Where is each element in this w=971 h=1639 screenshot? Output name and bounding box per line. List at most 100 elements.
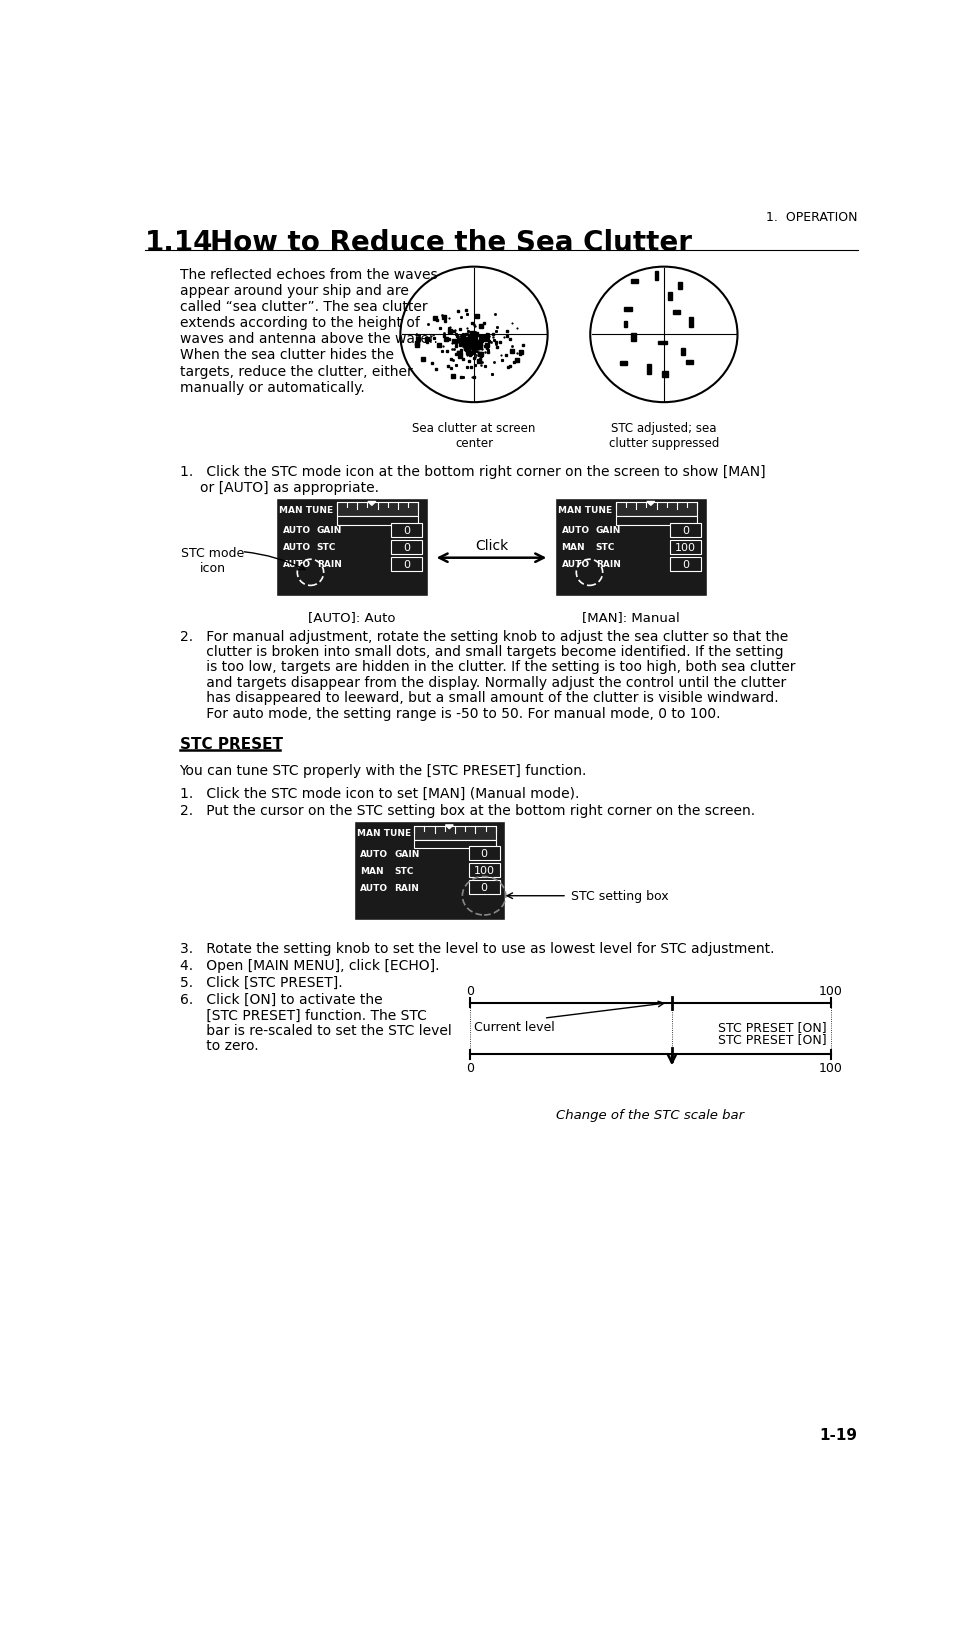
Polygon shape [446, 826, 453, 829]
Bar [658, 341, 667, 346]
Text: AUTO: AUTO [360, 883, 388, 892]
Text: Click: Click [475, 538, 508, 552]
Text: AUTO: AUTO [561, 561, 589, 569]
Text: appear around your ship and are: appear around your ship and are [180, 284, 409, 298]
Text: extends according to the height of: extends according to the height of [180, 316, 419, 329]
Text: 0: 0 [481, 849, 487, 859]
Bar [673, 310, 680, 315]
Text: STC PRESET [ON]: STC PRESET [ON] [718, 1033, 826, 1046]
Text: 2.   For manual adjustment, rotate the setting knob to adjust the sea clutter so: 2. For manual adjustment, rotate the set… [180, 629, 787, 642]
Bar [678, 284, 682, 290]
Text: waves and antenna above the water.: waves and antenna above the water. [180, 333, 437, 346]
Text: 2.   Put the cursor on the STC setting box at the bottom right corner on the scr: 2. Put the cursor on the STC setting box… [180, 803, 754, 818]
Text: Sea clutter at screen
center: Sea clutter at screen center [413, 421, 536, 449]
Bar [631, 334, 636, 343]
Text: 5.   Click [STC PRESET].: 5. Click [STC PRESET]. [180, 975, 342, 990]
Text: and targets disappear from the display. Normally adjust the control until the cl: and targets disappear from the display. … [180, 675, 786, 690]
Bar [670, 541, 701, 554]
Bar [469, 864, 499, 879]
Text: MAN TUNE: MAN TUNE [280, 505, 334, 515]
Bar [391, 557, 422, 572]
Text: 0: 0 [682, 526, 689, 536]
Text: has disappeared to leeward, but a small amount of the clutter is visible windwar: has disappeared to leeward, but a small … [180, 690, 778, 705]
Text: MAN TUNE: MAN TUNE [357, 829, 411, 838]
Text: Change of the STC scale bar: Change of the STC scale bar [556, 1108, 745, 1121]
Text: 0: 0 [403, 559, 410, 569]
Text: called “sea clutter”. The sea clutter: called “sea clutter”. The sea clutter [180, 300, 427, 313]
Text: manually or automatically.: manually or automatically. [180, 380, 364, 395]
Bar [619, 362, 626, 365]
Text: 0: 0 [466, 983, 474, 997]
Text: STC mode
icon: STC mode icon [182, 547, 245, 575]
Text: RAIN: RAIN [595, 561, 620, 569]
Text: STC: STC [394, 867, 414, 875]
Text: MAN: MAN [561, 543, 586, 552]
Bar [647, 364, 651, 374]
Polygon shape [368, 502, 376, 506]
Text: STC: STC [317, 543, 336, 552]
Bar [623, 308, 632, 311]
Bar [688, 318, 692, 328]
Text: AUTO: AUTO [283, 561, 311, 569]
Text: AUTO: AUTO [360, 849, 388, 859]
Text: GAIN: GAIN [394, 849, 419, 859]
Text: 1.   Click the STC mode icon to set [MAN] (Manual mode).: 1. Click the STC mode icon to set [MAN] … [180, 787, 579, 800]
Text: 3.   Rotate the setting knob to set the level to use as lowest level for STC adj: 3. Rotate the setting knob to set the le… [180, 941, 774, 956]
Bar [277, 498, 427, 597]
Text: STC adjusted; sea
clutter suppressed: STC adjusted; sea clutter suppressed [609, 421, 720, 449]
Bar [616, 516, 697, 524]
Text: AUTO: AUTO [283, 526, 311, 536]
Text: MAN TUNE: MAN TUNE [558, 505, 613, 515]
Text: For auto mode, the setting range is -50 to 50. For manual mode, 0 to 100.: For auto mode, the setting range is -50 … [180, 706, 720, 720]
Text: [AUTO]: Auto: [AUTO]: Auto [308, 611, 396, 624]
Text: The reflected echoes from the waves: The reflected echoes from the waves [180, 267, 437, 282]
Bar [670, 524, 701, 538]
Text: When the sea clutter hides the: When the sea clutter hides the [180, 347, 393, 362]
Bar [415, 841, 496, 849]
Text: or [AUTO] as appropriate.: or [AUTO] as appropriate. [200, 480, 380, 495]
Text: clutter is broken into small dots, and small targets become identified. If the s: clutter is broken into small dots, and s… [180, 644, 784, 659]
Text: You can tune STC properly with the [STC PRESET] function.: You can tune STC properly with the [STC … [180, 764, 586, 777]
Text: STC setting box: STC setting box [571, 890, 668, 903]
Text: STC PRESET [ON]: STC PRESET [ON] [718, 1019, 826, 1033]
Bar [616, 503, 697, 516]
Bar [668, 293, 672, 300]
Text: AUTO: AUTO [283, 543, 311, 552]
Bar [686, 361, 692, 364]
Text: 1.14: 1.14 [145, 229, 213, 257]
Text: RAIN: RAIN [394, 883, 419, 892]
Bar [681, 349, 685, 356]
Bar [337, 516, 419, 524]
Text: [STC PRESET] function. The STC: [STC PRESET] function. The STC [180, 1008, 426, 1021]
Text: How to Reduce the Sea Clutter: How to Reduce the Sea Clutter [211, 229, 692, 257]
Text: 0: 0 [682, 559, 689, 569]
Bar [469, 847, 499, 860]
Text: MAN: MAN [360, 867, 384, 875]
Text: [MAN]: Manual: [MAN]: Manual [582, 611, 680, 624]
Text: STC PRESET: STC PRESET [180, 738, 283, 752]
Text: GAIN: GAIN [317, 526, 342, 536]
Bar [391, 541, 422, 554]
Text: 100: 100 [819, 1060, 843, 1074]
Text: 1.  OPERATION: 1. OPERATION [766, 210, 857, 223]
Text: 100: 100 [675, 543, 696, 552]
Polygon shape [647, 502, 654, 506]
Bar [623, 321, 627, 328]
Text: to zero.: to zero. [180, 1039, 258, 1052]
Text: 1-19: 1-19 [820, 1428, 857, 1442]
Bar [415, 826, 496, 841]
Text: 0: 0 [466, 1060, 474, 1074]
Bar [555, 498, 707, 597]
Bar [469, 880, 499, 895]
Text: RAIN: RAIN [317, 561, 342, 569]
Text: 100: 100 [819, 983, 843, 997]
Bar [670, 557, 701, 572]
Bar [654, 272, 658, 280]
Text: 1.   Click the STC mode icon at the bottom right corner on the screen to show [M: 1. Click the STC mode icon at the bottom… [180, 464, 765, 479]
Text: 4.   Open [MAIN MENU], click [ECHO].: 4. Open [MAIN MENU], click [ECHO]. [180, 959, 439, 972]
Text: STC: STC [595, 543, 615, 552]
Text: 0: 0 [481, 883, 487, 893]
Bar [391, 524, 422, 538]
Text: 6.   Click [ON] to activate the: 6. Click [ON] to activate the [180, 992, 383, 1006]
Bar [337, 503, 419, 516]
